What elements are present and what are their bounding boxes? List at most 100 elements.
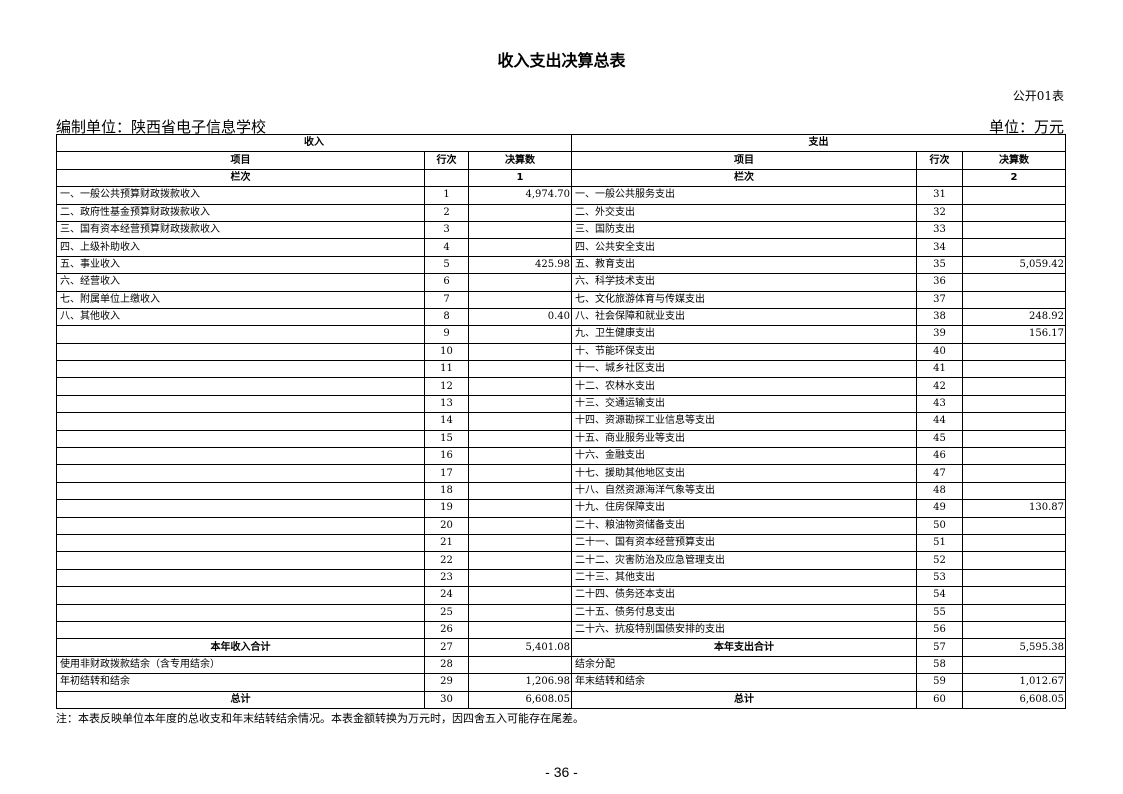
income-line: 5 xyxy=(424,255,469,275)
income-line: 16 xyxy=(424,447,469,466)
expense-item: 八、社会保障和就业支出 xyxy=(571,307,917,327)
income-item xyxy=(56,568,425,588)
income-amount xyxy=(468,325,572,344)
expense-item: 十七、援助其他地区支出 xyxy=(571,464,917,483)
income-item: 五、事业收入 xyxy=(56,255,425,275)
unit-line: 编制单位：陕西省电子信息学校 单位：万元 xyxy=(56,116,1064,137)
income-item xyxy=(56,533,425,553)
income-amount: 425.98 xyxy=(468,255,572,275)
income-item xyxy=(56,551,425,570)
expense-amount xyxy=(962,603,1066,622)
income-line: 9 xyxy=(424,325,469,344)
expense-amount xyxy=(962,620,1066,640)
expense-line: 42 xyxy=(916,377,963,396)
expense-amount: 5,595.38 xyxy=(962,638,1066,657)
table-row: 12 十二、农林水支出 42 xyxy=(56,377,1066,396)
expense-line: 40 xyxy=(916,342,963,362)
income-line: 11 xyxy=(424,360,469,379)
expense-line: 32 xyxy=(916,203,963,222)
expense-line: 34 xyxy=(916,238,963,257)
expense-line: 33 xyxy=(916,220,963,240)
income-expense-table: 收入 支出 项目 行次 决算数 项目 行次 决算数 栏次 1 栏次 2 一、一般… xyxy=(56,133,1066,709)
income-line: 19 xyxy=(424,499,469,518)
expense-item: 二、外交支出 xyxy=(571,203,917,222)
expense-item: 六、科学技术支出 xyxy=(571,273,917,292)
income-col-label: 栏次 xyxy=(56,168,425,188)
income-item: 七、附属单位上缴收入 xyxy=(56,290,425,309)
income-line: 22 xyxy=(424,551,469,570)
income-line: 3 xyxy=(424,220,469,240)
income-col-blank xyxy=(424,168,469,188)
income-item: 年初结转和结余 xyxy=(56,673,425,692)
income-line: 28 xyxy=(424,655,469,675)
income-amount xyxy=(468,394,572,414)
table-row: 22 二十二、灾害防治及应急管理支出 52 xyxy=(56,551,1066,570)
expense-amount xyxy=(962,360,1066,379)
income-line: 4 xyxy=(424,238,469,257)
expense-line: 51 xyxy=(916,533,963,553)
expense-line: 39 xyxy=(916,325,963,344)
income-amount xyxy=(468,220,572,240)
expense-amount-header: 决算数 xyxy=(962,151,1066,170)
expense-amount xyxy=(962,377,1066,396)
income-line: 26 xyxy=(424,620,469,640)
expense-item: 七、文化旅游体育与传媒支出 xyxy=(571,290,917,309)
income-line: 27 xyxy=(424,638,469,657)
table-row: 21 二十一、国有资本经营预算支出 51 xyxy=(56,533,1066,553)
expense-line: 48 xyxy=(916,481,963,501)
table-row: 9 九、卫生健康支出 39 156.17 xyxy=(56,325,1066,344)
expense-item: 四、公共安全支出 xyxy=(571,238,917,257)
expense-line: 44 xyxy=(916,412,963,431)
income-amount xyxy=(468,586,572,605)
expense-line: 47 xyxy=(916,464,963,483)
income-amount xyxy=(468,377,572,396)
expense-amount xyxy=(962,516,1066,535)
expense-amount xyxy=(962,481,1066,501)
income-item xyxy=(56,342,425,362)
table-row: 八、其他收入 8 0.40 八、社会保障和就业支出 38 248.92 xyxy=(56,307,1066,327)
table-row: 三、国有资本经营预算财政拨款收入 3 三、国防支出 33 xyxy=(56,220,1066,240)
income-line: 30 xyxy=(424,690,469,709)
expense-amount xyxy=(962,186,1066,205)
table-row: 19 十九、住房保障支出 49 130.87 xyxy=(56,499,1066,518)
reporting-unit: 编制单位：陕西省电子信息学校 xyxy=(56,118,267,136)
expense-line: 56 xyxy=(916,620,963,640)
expense-line: 45 xyxy=(916,429,963,449)
expense-amount: 130.87 xyxy=(962,499,1066,518)
expense-line: 49 xyxy=(916,499,963,518)
expense-item: 一、一般公共服务支出 xyxy=(571,186,917,205)
expense-line: 53 xyxy=(916,568,963,588)
expense-amount xyxy=(962,464,1066,483)
expense-item: 十六、金融支出 xyxy=(571,447,917,466)
table-row: 五、事业收入 5 425.98 五、教育支出 35 5,059.42 xyxy=(56,255,1066,275)
expense-col-index: 2 xyxy=(962,168,1066,188)
expense-item: 二十三、其他支出 xyxy=(571,568,917,588)
income-col-index: 1 xyxy=(468,168,572,188)
table-row: 六、经营收入 6 六、科学技术支出 36 xyxy=(56,273,1066,292)
income-amount xyxy=(468,290,572,309)
income-line: 20 xyxy=(424,516,469,535)
expense-line: 55 xyxy=(916,603,963,622)
income-line: 18 xyxy=(424,481,469,501)
table-row: 25 二十五、债务付息支出 55 xyxy=(56,603,1066,622)
income-amount-header: 决算数 xyxy=(468,151,572,170)
income-amount xyxy=(468,551,572,570)
income-item xyxy=(56,586,425,605)
income-item xyxy=(56,464,425,483)
income-amount: 4,974.70 xyxy=(468,186,572,205)
expense-line: 59 xyxy=(916,673,963,692)
income-amount xyxy=(468,447,572,466)
table-row: 15 十五、商业服务业等支出 45 xyxy=(56,429,1066,449)
expense-item: 九、卫生健康支出 xyxy=(571,325,917,344)
expense-amount xyxy=(962,238,1066,257)
expense-line: 57 xyxy=(916,638,963,657)
income-amount xyxy=(468,499,572,518)
income-item: 使用非财政拨款结余（含专用结余） xyxy=(56,655,425,675)
expense-amount xyxy=(962,412,1066,431)
income-item: 三、国有资本经营预算财政拨款收入 xyxy=(56,220,425,240)
expense-item: 本年支出合计 xyxy=(571,638,917,657)
income-item xyxy=(56,516,425,535)
income-item xyxy=(56,429,425,449)
income-item xyxy=(56,620,425,640)
table-row: 10 十、节能环保支出 40 xyxy=(56,342,1066,362)
